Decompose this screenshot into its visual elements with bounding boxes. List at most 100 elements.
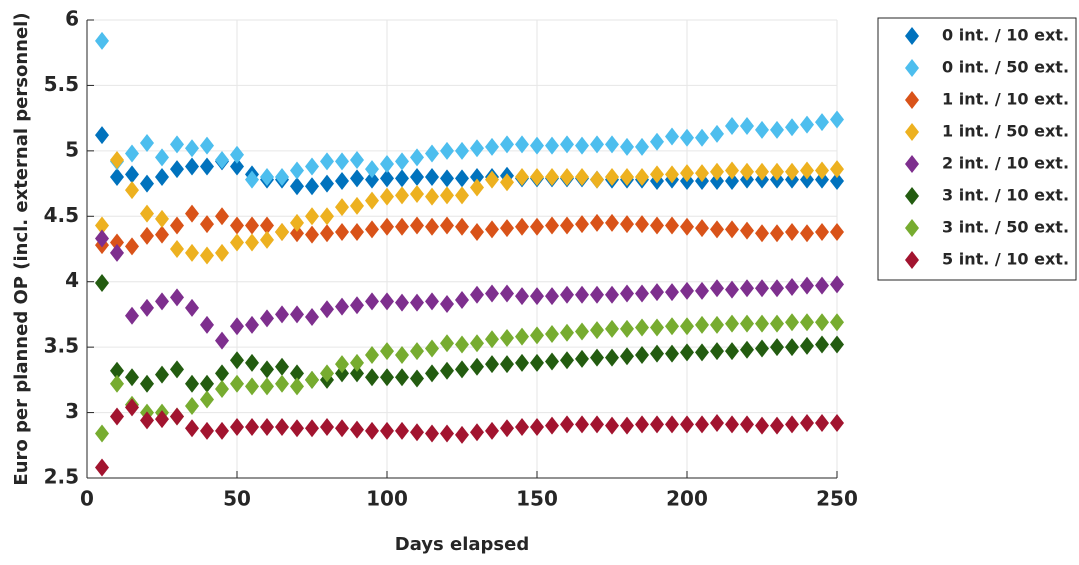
data-point	[155, 168, 169, 187]
data-point	[605, 213, 619, 232]
x-axis-label: Days elapsed	[395, 534, 529, 555]
data-point	[290, 377, 304, 396]
data-point	[650, 216, 664, 235]
data-point	[800, 224, 814, 243]
data-point	[740, 162, 754, 181]
data-point	[230, 417, 244, 436]
data-point	[485, 284, 499, 303]
data-point	[185, 157, 199, 176]
data-point	[485, 137, 499, 156]
data-point	[725, 342, 739, 361]
data-point	[485, 330, 499, 349]
x-tick-label: 150	[516, 487, 558, 511]
data-point	[440, 294, 454, 313]
data-point	[245, 233, 259, 252]
data-point	[350, 169, 364, 188]
data-point	[515, 217, 529, 236]
data-point	[365, 345, 379, 364]
data-point	[455, 335, 469, 354]
data-point	[95, 126, 109, 145]
data-point	[755, 120, 769, 139]
data-point	[800, 115, 814, 134]
data-point	[215, 380, 229, 399]
data-point	[290, 419, 304, 438]
data-point	[350, 151, 364, 170]
data-point	[635, 168, 649, 187]
data-point	[110, 233, 124, 252]
data-point	[350, 222, 364, 241]
data-point	[800, 414, 814, 433]
data-point	[650, 132, 664, 151]
data-point	[605, 348, 619, 367]
data-point	[335, 355, 349, 374]
data-point	[95, 424, 109, 443]
data-point	[575, 285, 589, 304]
data-point	[95, 458, 109, 477]
data-point	[830, 414, 844, 433]
data-point	[470, 357, 484, 376]
data-point	[110, 243, 124, 262]
data-point	[245, 417, 259, 436]
data-point	[770, 224, 784, 243]
data-point	[575, 349, 589, 368]
data-point	[530, 136, 544, 155]
data-point	[545, 216, 559, 235]
data-point	[125, 181, 139, 200]
data-point	[425, 144, 439, 163]
data-point	[185, 298, 199, 317]
data-point	[725, 171, 739, 190]
data-point	[485, 355, 499, 374]
data-point	[545, 325, 559, 344]
data-point	[650, 165, 664, 184]
data-point	[110, 407, 124, 426]
data-point	[290, 224, 304, 243]
data-point	[785, 277, 799, 296]
data-point	[710, 342, 724, 361]
data-point	[365, 421, 379, 440]
x-tick-label: 250	[816, 487, 858, 511]
data-point	[545, 287, 559, 306]
data-point	[500, 419, 514, 438]
data-point	[170, 240, 184, 258]
data-point	[365, 292, 379, 311]
data-point	[275, 305, 289, 324]
data-point	[725, 161, 739, 180]
legend-label: 0 int. / 10 ext.	[942, 26, 1069, 45]
x-tick-label: 50	[223, 487, 251, 511]
data-point	[575, 168, 589, 187]
data-point	[590, 135, 604, 154]
data-point	[680, 343, 694, 362]
data-point	[785, 338, 799, 357]
data-point	[605, 135, 619, 154]
data-point	[770, 279, 784, 298]
y-tick-label: 3	[65, 399, 79, 423]
data-point	[500, 355, 514, 374]
legend-label: 5 int. / 10 ext.	[942, 250, 1069, 269]
data-point	[230, 216, 244, 235]
data-point	[725, 314, 739, 333]
data-point	[515, 287, 529, 306]
data-point	[425, 424, 439, 443]
data-point	[365, 191, 379, 210]
data-point	[755, 339, 769, 358]
data-point	[800, 276, 814, 295]
data-point	[380, 169, 394, 188]
data-point	[830, 222, 844, 241]
data-point	[635, 137, 649, 156]
data-point	[335, 222, 349, 241]
data-point	[575, 322, 589, 341]
data-point	[740, 116, 754, 135]
data-point	[290, 364, 304, 383]
data-point	[170, 360, 184, 379]
data-point	[830, 160, 844, 179]
data-point	[635, 318, 649, 337]
data-point	[95, 216, 109, 235]
data-point	[125, 165, 139, 184]
legend-marker	[905, 59, 919, 77]
data-point	[665, 317, 679, 336]
data-point	[815, 113, 829, 132]
data-point	[140, 226, 154, 245]
data-point	[365, 368, 379, 387]
data-point	[410, 342, 424, 361]
data-point	[440, 424, 454, 443]
